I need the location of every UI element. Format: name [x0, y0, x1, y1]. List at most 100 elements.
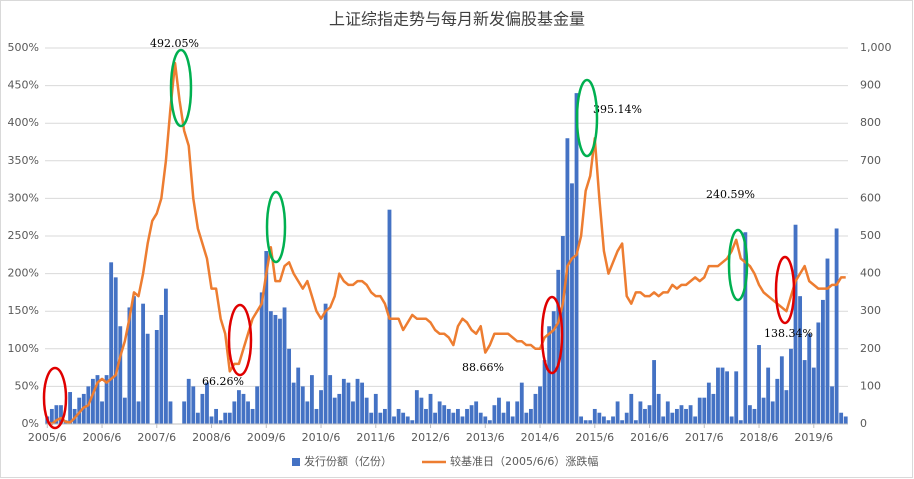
y-tick-label: 500%: [8, 41, 39, 54]
bar: [839, 412, 844, 424]
bar: [784, 390, 789, 424]
y-tick-label: 400%: [8, 116, 39, 129]
bar: [565, 138, 570, 425]
bar: [68, 392, 73, 424]
legend-label: 较基准日（2005/6/6）涨跌幅: [450, 454, 598, 468]
bar: [834, 228, 839, 424]
bar: [620, 420, 625, 424]
bar: [643, 408, 647, 424]
bar: [798, 296, 803, 424]
bar: [414, 390, 419, 424]
bar: [100, 401, 104, 424]
bar: [592, 408, 597, 424]
y2-tick-label: 900: [860, 79, 881, 92]
highlight-ellipse: [42, 366, 68, 430]
bar: [195, 412, 200, 424]
x-tick-label: 2019/6: [794, 431, 833, 444]
x-tick-label: 2014/6: [521, 431, 560, 444]
bar: [697, 397, 702, 424]
bar: [825, 258, 830, 424]
bar: [551, 311, 556, 424]
bar: [725, 371, 730, 424]
bar: [661, 416, 666, 424]
bar: [465, 408, 469, 424]
bar: [501, 412, 506, 424]
y2-tick-label: 700: [860, 154, 881, 167]
bar: [59, 405, 63, 424]
bar: [579, 416, 584, 424]
bar: [843, 416, 848, 424]
x-tick-label: 2007/6: [137, 431, 176, 444]
bar: [392, 416, 396, 424]
bar: [282, 307, 287, 424]
bar: [405, 416, 410, 424]
bar: [816, 322, 821, 424]
bar: [802, 360, 807, 424]
highlight-ellipse: [540, 295, 564, 375]
bar: [104, 375, 109, 424]
highlight-ellipse: [169, 48, 193, 128]
bar: [287, 348, 292, 424]
bar: [478, 412, 483, 424]
bar: [118, 326, 123, 424]
bar: [214, 408, 219, 424]
highlight-ellipse: [575, 78, 599, 158]
bar: [378, 412, 383, 424]
bar: [223, 412, 228, 424]
bar: [670, 412, 675, 424]
bar: [752, 408, 757, 424]
x-tick-label: 2012/6: [411, 431, 450, 444]
bar: [538, 386, 542, 424]
bar: [424, 408, 428, 424]
annotation: 66.26%: [202, 375, 244, 388]
bar: [369, 412, 374, 424]
bar: [236, 390, 241, 424]
bar: [711, 393, 716, 424]
bar: [168, 401, 173, 424]
bar: [761, 397, 766, 424]
bar: [159, 314, 164, 424]
y-tick-label: 300%: [8, 191, 39, 204]
bar: [766, 367, 771, 424]
bar: [314, 408, 319, 424]
bar: [702, 397, 707, 424]
bar: [442, 405, 447, 424]
bar: [382, 408, 387, 424]
x-tick-label: 2006/6: [83, 431, 122, 444]
bar: [296, 367, 301, 424]
bar: [743, 232, 748, 424]
annotation: 492.05%: [150, 37, 199, 50]
bar: [273, 314, 278, 424]
y2-tick-label: 200: [860, 342, 881, 355]
bar: [665, 401, 670, 424]
bar: [309, 375, 314, 424]
bar: [95, 375, 100, 424]
bar: [209, 416, 214, 424]
line: [46, 61, 846, 426]
bar: [747, 405, 752, 424]
bar: [364, 397, 369, 424]
bar: [218, 420, 223, 424]
bar: [360, 382, 365, 424]
bar: [684, 408, 688, 424]
bar: [556, 269, 561, 424]
bar: [264, 251, 269, 424]
bar: [533, 393, 538, 424]
bar: [127, 307, 132, 424]
bar: [524, 412, 529, 424]
bar: [611, 416, 615, 424]
bar: [497, 397, 501, 424]
bar: [246, 401, 250, 424]
bar: [738, 420, 743, 424]
chart-title: 上证综指走势与每月新发偏股基金量: [329, 10, 585, 29]
x-tick-label: 2015/6: [575, 431, 614, 444]
bar: [455, 408, 460, 424]
y-tick-label: 100%: [8, 342, 39, 355]
bar: [542, 360, 547, 424]
x-tick-label: 2011/6: [356, 431, 395, 444]
bar: [300, 386, 305, 424]
annotation: 88.66%: [462, 361, 504, 374]
bar: [323, 303, 328, 424]
bar: [332, 397, 337, 424]
highlight-ellipse: [227, 303, 253, 377]
